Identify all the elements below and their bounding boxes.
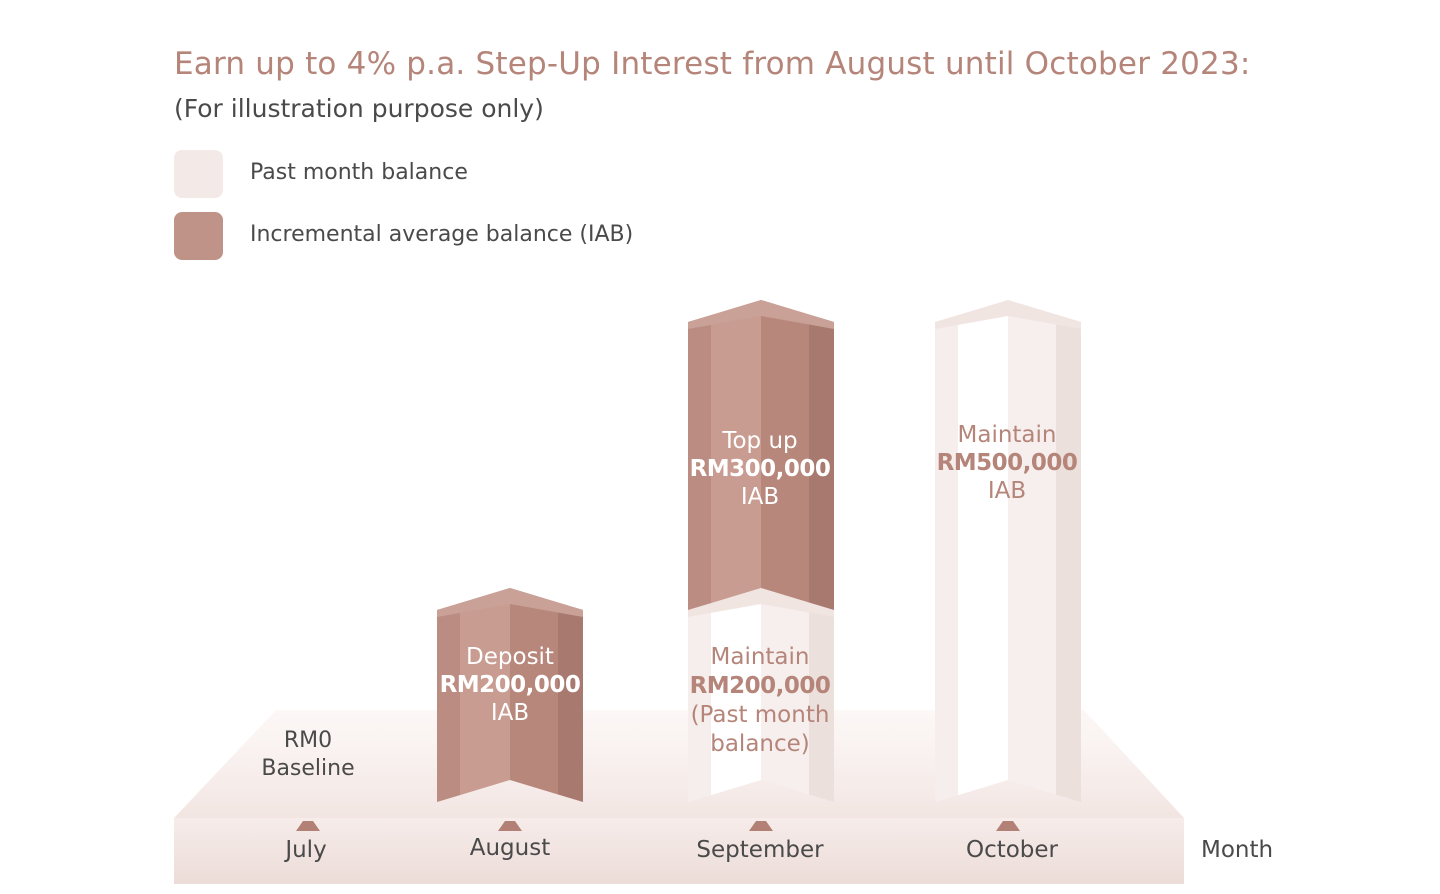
bar-october-iab-segment-face-5 — [1056, 314, 1081, 802]
bar-september — [688, 300, 834, 802]
bar-september-past-balance-segment-face-1 — [688, 603, 711, 802]
tick-marker-september — [749, 821, 773, 831]
month-label-september: September — [696, 837, 824, 863]
bar-label-september-bottom: Maintain RM200,000 (Past month balance) — [680, 643, 840, 759]
tick-marker-october — [996, 821, 1020, 831]
october-action: Maintain — [957, 422, 1057, 448]
bar-august-iab-segment-face-3 — [510, 588, 558, 795]
bar-september-past-balance-segment-cap — [688, 588, 834, 617]
bar-august-iab-segment-face-5 — [558, 602, 583, 802]
ticks-layer — [296, 821, 1020, 831]
bar-august — [437, 588, 583, 802]
september-top-action: Top up — [722, 428, 798, 454]
baseline-amount: RM0 — [283, 728, 333, 753]
bar-october-iab-segment-face-2 — [958, 300, 1008, 796]
august-action: Deposit — [466, 644, 554, 670]
bar-september-iab-segment-cap — [688, 300, 834, 329]
baseline-text: Baseline — [261, 756, 355, 781]
month-label-october: October — [965, 837, 1059, 863]
september-bottom-tag2: balance) — [710, 731, 810, 757]
bar-label-october: Maintain RM500,000 IAB — [927, 421, 1087, 505]
bar-september-past-balance-segment — [688, 588, 834, 802]
bar-october-iab-segment-cap — [935, 300, 1081, 329]
month-label-august: August — [469, 835, 551, 861]
bar-august-iab-segment-face-1 — [437, 603, 460, 802]
bar-september-iab-segment-face-2 — [711, 300, 761, 604]
september-top-amount: RM300,000 — [689, 456, 831, 482]
september-bottom-amount: RM200,000 — [689, 673, 831, 699]
tick-marker-july — [296, 821, 320, 831]
legend-swatch-past-balance — [174, 150, 223, 198]
bar-september-iab-segment-face-1 — [688, 315, 711, 610]
baseline-label: RM0 Baseline — [228, 727, 388, 783]
bar-october-iab-segment-face-1 — [935, 315, 958, 802]
bar-august-iab-segment-face-2 — [460, 588, 510, 796]
chart-subtitle: (For illustration purpose only) — [174, 94, 544, 123]
october-amount: RM500,000 — [936, 450, 1078, 476]
september-bottom-tag1: (Past month — [690, 702, 830, 728]
september-top-tag: IAB — [740, 484, 780, 510]
legend-label-iab: Incremental average balance (IAB) — [250, 222, 634, 247]
bar-september-iab-segment-face-3 — [761, 300, 809, 603]
legend-swatch-iab — [174, 212, 223, 260]
bar-label-august: Deposit RM200,000 IAB — [430, 643, 590, 727]
chart-title: Earn up to 4% p.a. Step-Up Interest from… — [174, 46, 1251, 82]
legend-label-past-balance: Past month balance — [250, 160, 468, 185]
september-bottom-action: Maintain — [710, 644, 810, 670]
floor-top — [174, 710, 1184, 818]
bar-october — [935, 300, 1081, 802]
bars-layer — [437, 300, 1081, 802]
bar-label-september-top: Top up RM300,000 IAB — [680, 427, 840, 511]
bar-september-past-balance-segment-face-2 — [711, 588, 761, 796]
bar-september-iab-segment-face-5 — [809, 314, 834, 610]
month-label-july: July — [285, 837, 327, 863]
tick-marker-august — [498, 821, 522, 831]
bar-september-iab-segment — [688, 300, 834, 610]
bar-september-past-balance-segment-face-3 — [761, 588, 809, 795]
bar-october-iab-segment-face-3 — [1008, 300, 1056, 795]
bar-august-iab-segment — [437, 588, 583, 802]
bar-august-iab-segment-cap — [437, 588, 583, 617]
bar-september-past-balance-segment-face-5 — [809, 602, 834, 802]
october-tag: IAB — [987, 478, 1027, 504]
bar-october-iab-segment — [935, 300, 1081, 802]
august-tag: IAB — [490, 700, 530, 726]
august-amount: RM200,000 — [439, 672, 581, 698]
x-axis-label: Month — [1201, 837, 1274, 863]
